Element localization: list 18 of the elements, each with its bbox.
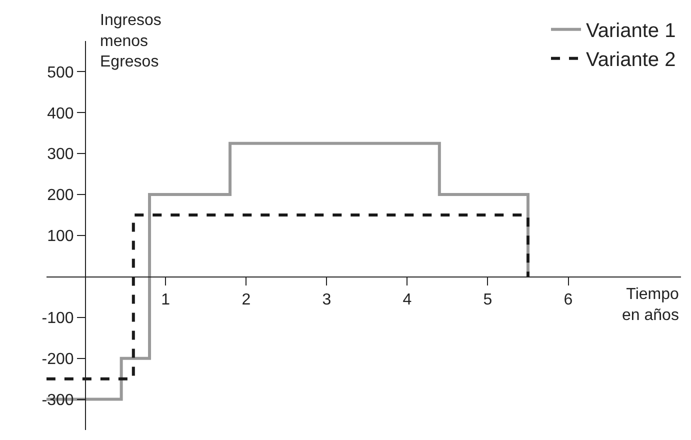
- y-tick-label: -200: [42, 350, 74, 368]
- x-tick-label: 6: [564, 292, 573, 309]
- x-tick-label: 2: [242, 292, 251, 309]
- x-axis-title: Tiempo en años: [622, 286, 680, 324]
- y-tick-label: 300: [47, 146, 74, 164]
- x-tick-label: 5: [483, 292, 492, 309]
- legend-label: Variante 2: [586, 49, 676, 72]
- y-tick-label: 100: [47, 228, 74, 246]
- y-tick-label: 400: [47, 105, 74, 122]
- y-tick-label: 500: [47, 64, 74, 82]
- x-tick-label: 4: [402, 292, 412, 309]
- legend-label: Variante 1: [586, 20, 676, 42]
- y-tick-label: -300: [42, 392, 74, 409]
- y-tick-label: 200: [47, 187, 74, 204]
- y-axis-title: Ingresos menos Egresos: [100, 12, 162, 71]
- y-tick-label: -100: [42, 310, 74, 327]
- x-tick-label: 3: [322, 292, 332, 309]
- x-tick-label: 1: [161, 292, 170, 309]
